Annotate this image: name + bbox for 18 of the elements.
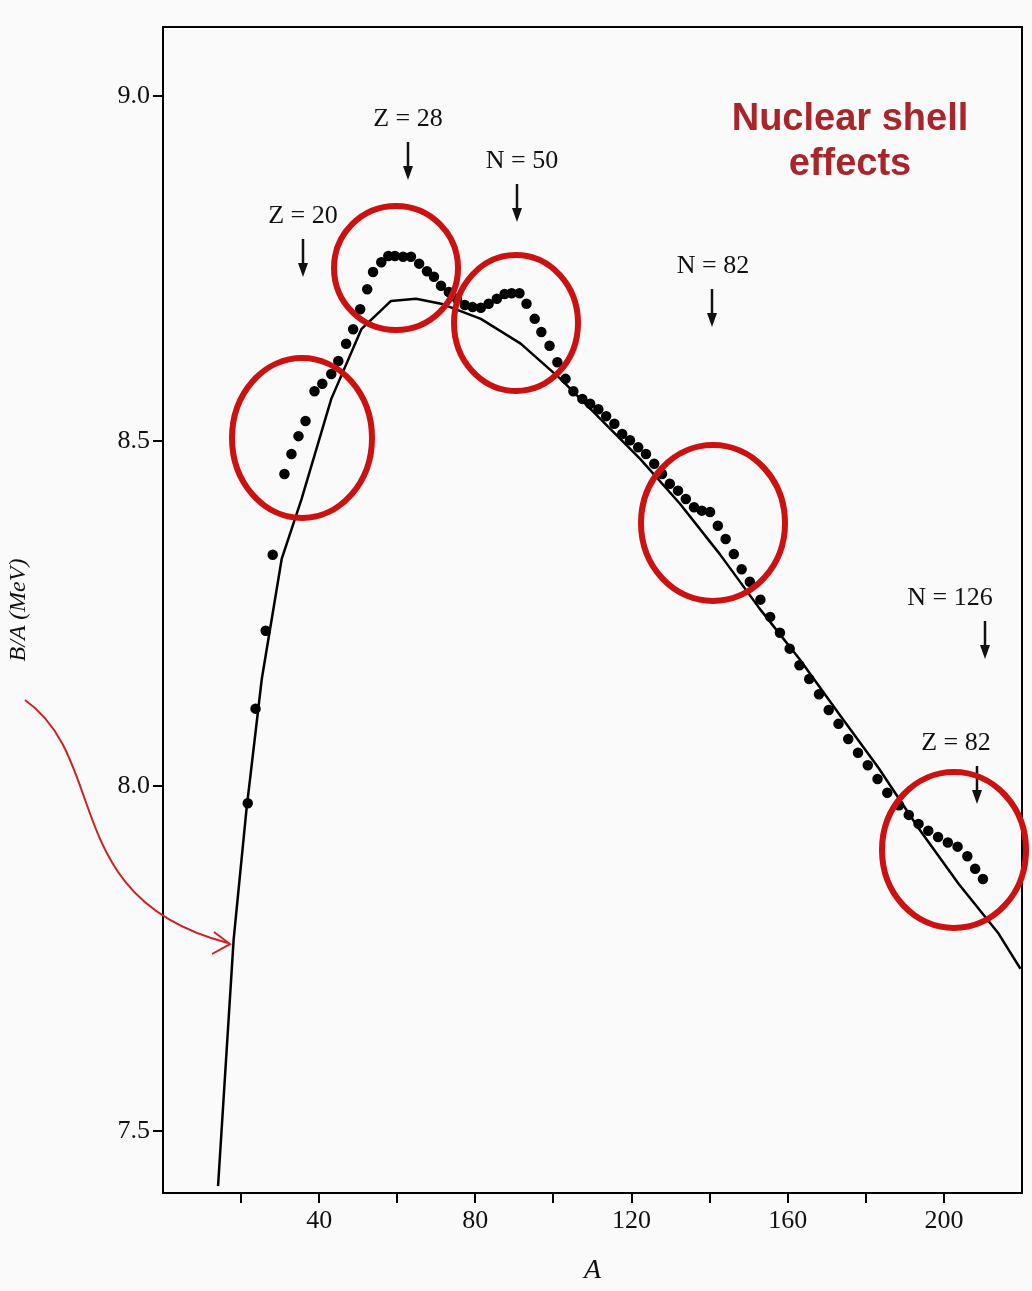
- annotation: N = 50: [484, 144, 560, 176]
- y-tick-label: 7.5: [117, 1114, 150, 1144]
- annotation: Nuclear shell effects: [730, 95, 970, 185]
- annotation: Z = 82: [920, 726, 992, 758]
- x-tick-label: 80: [462, 1205, 489, 1235]
- annotation: Z = 28: [372, 102, 444, 134]
- y-axis-title: B/A (MeV): [3, 558, 30, 662]
- x-axis-title: A: [581, 1252, 602, 1284]
- annotation: N = 126: [906, 581, 994, 613]
- x-tick-label: 200: [924, 1205, 964, 1235]
- x-tick-label: 120: [612, 1205, 652, 1235]
- annotation: Z = 20: [267, 199, 339, 231]
- x-tick-label: 160: [768, 1205, 808, 1235]
- y-tick-label: 9.0: [117, 79, 150, 109]
- y-tick-label: 8.5: [117, 424, 150, 454]
- x-tick-label: 40: [306, 1205, 333, 1235]
- y-tick-label: 8.0: [117, 769, 150, 799]
- annotation: N = 82: [675, 249, 751, 281]
